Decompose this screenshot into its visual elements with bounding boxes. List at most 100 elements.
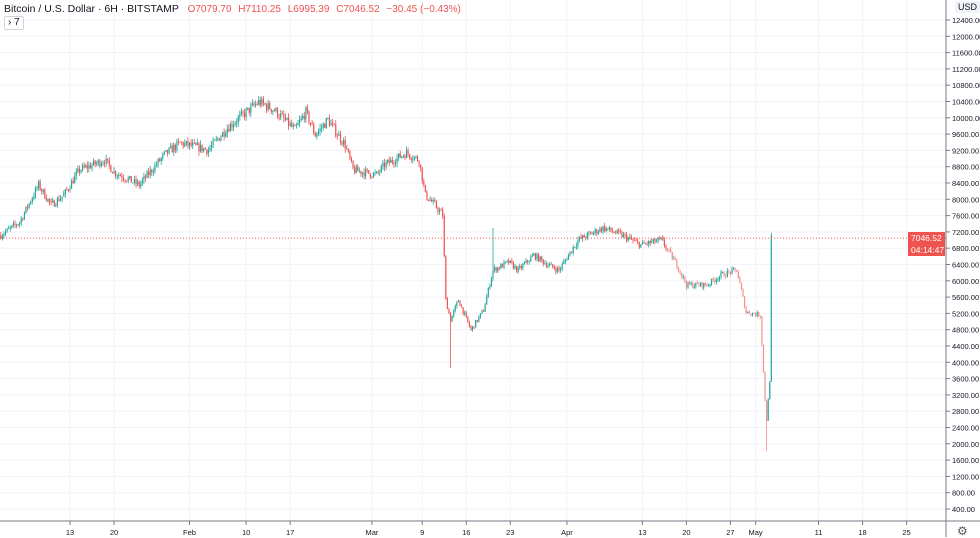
- candle: [344, 136, 346, 153]
- price-axis[interactable]: 400.00 800.00 1200.00 1600.00 2000.00 2400.00…: [946, 16, 980, 514]
- candle-body: [88, 165, 90, 169]
- candle-body: [571, 251, 573, 253]
- candle: [66, 186, 68, 191]
- candle-body: [553, 267, 555, 269]
- candle: [231, 120, 233, 131]
- candle-body: [717, 279, 719, 281]
- candle: [155, 161, 158, 168]
- candle: [549, 262, 551, 267]
- candle-body: [637, 240, 639, 242]
- candle: [627, 236, 629, 243]
- candle: [177, 138, 180, 146]
- candle: [124, 178, 126, 184]
- candle-body: [92, 160, 95, 166]
- candle: [396, 153, 398, 168]
- candle-body: [547, 265, 549, 267]
- candle-body: [17, 224, 19, 226]
- candle-body: [633, 240, 636, 242]
- candle-body: [165, 149, 167, 152]
- candle: [52, 197, 54, 204]
- currency-badge[interactable]: USD: [955, 1, 980, 13]
- candle-body: [105, 158, 107, 164]
- candle-body: [398, 153, 400, 158]
- candle: [448, 307, 450, 315]
- candle-body: [755, 314, 757, 316]
- candle-body: [63, 194, 65, 197]
- candle: [589, 230, 592, 235]
- candle: [445, 255, 447, 300]
- candle: [509, 260, 511, 264]
- candle: [239, 110, 241, 121]
- candle-body: [15, 224, 18, 226]
- candle-body: [9, 227, 11, 229]
- candle: [619, 228, 621, 234]
- candle: [443, 213, 445, 258]
- candle: [725, 273, 727, 280]
- candle-body: [132, 182, 134, 184]
- indicators-toggle-button[interactable]: › 7: [4, 16, 24, 30]
- candle: [56, 196, 59, 208]
- candle-body: [188, 142, 191, 146]
- gear-icon[interactable]: ⚙: [957, 524, 968, 538]
- low-value: L6995.39: [287, 4, 330, 15]
- candle: [110, 164, 112, 173]
- candle-body: [703, 283, 705, 288]
- candle-body: [11, 225, 13, 228]
- candle-body: [352, 160, 354, 169]
- candle-body: [599, 228, 601, 232]
- candle-body: [377, 171, 379, 173]
- candle: [3, 231, 5, 239]
- time-axis[interactable]: 13 20 Feb 10 17 Mar 9 16 23 Apr 13 20 27 May 11 18 25: [66, 521, 911, 537]
- symbol-title[interactable]: Bitcoin / U.S. Dollar · 6H · BITSTAMP: [4, 3, 179, 15]
- candle: [281, 110, 283, 115]
- candle-body: [758, 312, 760, 317]
- candle-body: [234, 123, 236, 126]
- candle-body: [214, 139, 216, 141]
- candle-body: [363, 172, 365, 177]
- candle-body: [280, 113, 282, 118]
- candle-body: [182, 142, 184, 147]
- candle-body: [380, 165, 382, 172]
- candle-body: [655, 240, 658, 243]
- candle-body: [770, 235, 772, 382]
- candle-body: [416, 156, 419, 161]
- candle: [193, 138, 195, 144]
- candle: [522, 262, 524, 271]
- candle: [630, 234, 632, 241]
- candle: [517, 265, 519, 274]
- candle: [663, 237, 666, 248]
- candle-body: [399, 153, 401, 158]
- candle: [371, 176, 373, 179]
- candle-body: [273, 110, 276, 112]
- candle: [99, 159, 101, 169]
- candle-body: [174, 144, 176, 150]
- candle-body: [248, 107, 250, 113]
- candle-body: [86, 165, 88, 169]
- candle: [179, 141, 181, 143]
- candle-body: [665, 245, 667, 250]
- candle: [615, 230, 617, 235]
- candle-body: [457, 300, 460, 303]
- candle-body: [426, 191, 428, 200]
- candle-body: [300, 118, 302, 121]
- candle: [489, 283, 491, 290]
- candle-body: [94, 160, 96, 165]
- candle: [511, 257, 513, 265]
- candle-body: [423, 181, 425, 185]
- candle-body: [762, 344, 765, 372]
- candle: [102, 160, 104, 166]
- candle: [141, 177, 143, 187]
- candle-body: [597, 231, 599, 234]
- candle-body: [267, 103, 269, 110]
- candle-body: [170, 146, 172, 148]
- candle-body: [541, 256, 543, 260]
- candle: [744, 295, 746, 309]
- candle: [264, 102, 266, 106]
- candle: [460, 304, 463, 308]
- candle-body: [536, 254, 538, 260]
- candle: [500, 262, 502, 269]
- candle-body: [243, 112, 246, 117]
- candle: [311, 120, 313, 126]
- candle-body: [456, 302, 458, 307]
